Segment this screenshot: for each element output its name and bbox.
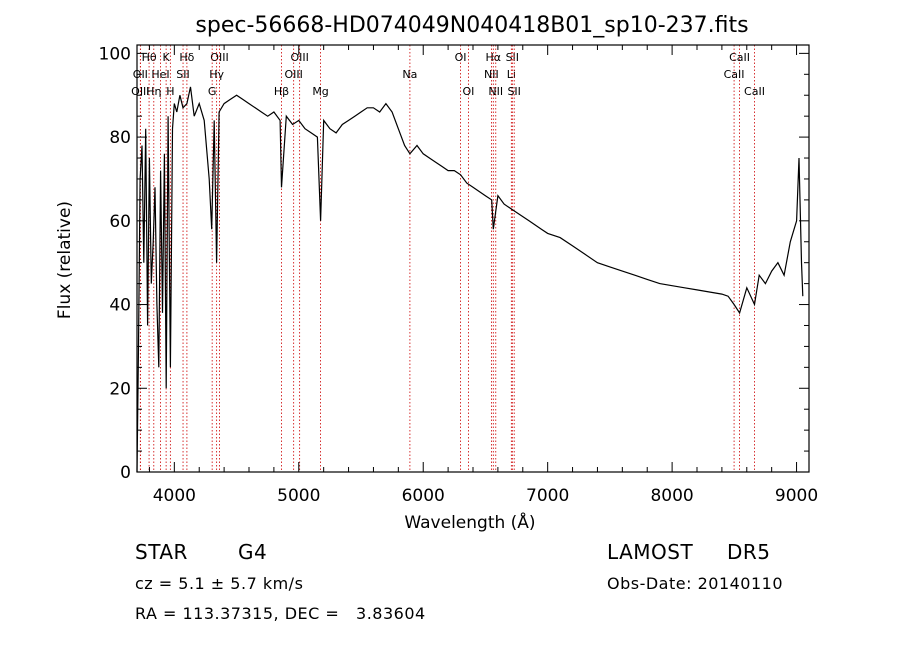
- spectral-line-label: K: [163, 51, 171, 64]
- x-tick-label: 9000: [775, 486, 818, 506]
- object-class: STAR: [135, 540, 188, 564]
- y-tick-label: 0: [120, 463, 131, 483]
- x-tick-label: 5000: [277, 486, 320, 506]
- x-tick-label: 4000: [153, 486, 196, 506]
- spectral-line-label: OIII: [284, 68, 302, 81]
- spectral-line-label: OIII: [210, 51, 228, 64]
- spectral-line-label: CaII: [729, 51, 750, 64]
- y-tick-label: 40: [109, 296, 131, 316]
- x-tick-label: 6000: [402, 486, 445, 506]
- x-tick-label: 8000: [650, 486, 693, 506]
- spectral-line-label: Hδ: [179, 51, 194, 64]
- y-tick-label: 60: [109, 212, 131, 232]
- y-axis: 0 20 40 60 80 100: [99, 44, 809, 483]
- object-subclass: G4: [238, 540, 268, 564]
- spectral-line-label: OIII: [131, 85, 149, 98]
- spectral-line-label: Hγ: [209, 68, 224, 81]
- spectral-line-label: Hη: [146, 85, 161, 98]
- survey-name: LAMOST: [607, 540, 694, 564]
- spectral-line-label: HeI: [151, 68, 169, 81]
- x-tick-label: 7000: [526, 486, 569, 506]
- y-tick-label: 20: [109, 379, 131, 399]
- spectrum-series: [136, 86, 804, 473]
- spectral-line-label: G: [208, 85, 217, 98]
- spectral-line-label: OI: [455, 51, 467, 64]
- spectral-line-label: OI: [462, 85, 474, 98]
- spectral-line-label: Hβ: [274, 85, 289, 98]
- spectral-line-label: SII: [506, 51, 519, 64]
- spectral-line-label: Na: [402, 68, 417, 81]
- coordinates: RA = 113.37315, DEC = 3.83604: [135, 604, 426, 623]
- x-axis: 4000 5000 6000 7000 8000 9000: [148, 45, 818, 506]
- data-release: DR5: [727, 540, 771, 564]
- spectral-line-label: SII: [507, 85, 520, 98]
- spectral-line-label: SII: [176, 68, 189, 81]
- y-axis-label: Flux (relative): [55, 201, 75, 319]
- spectral-line-label: NII: [488, 85, 503, 98]
- redshift-cz: cz = 5.1 ± 5.7 km/s: [135, 574, 304, 593]
- spectral-line-label: Hθ: [142, 51, 157, 64]
- spectral-line-label: NII: [484, 68, 499, 81]
- plot-frame: [136, 44, 810, 473]
- spectral-line-label: CaII: [724, 68, 745, 81]
- x-axis-label: Wavelength (Å): [404, 511, 535, 533]
- y-tick-label: 100: [99, 44, 131, 64]
- spectral-line-label: OIII: [290, 51, 308, 64]
- spectral-line-label: H: [166, 85, 174, 98]
- y-tick-label: 80: [109, 128, 131, 148]
- chart-title: spec-56668-HD074049N040418B01_sp10-237.f…: [195, 13, 748, 38]
- spectral-line-label: Mg: [312, 85, 328, 98]
- spectral-line-label: Li: [507, 68, 516, 81]
- observation-date: Obs-Date: 20140110: [607, 574, 784, 593]
- spectral-line-label: Hα: [486, 51, 502, 64]
- spectral-line-label: CaII: [744, 85, 765, 98]
